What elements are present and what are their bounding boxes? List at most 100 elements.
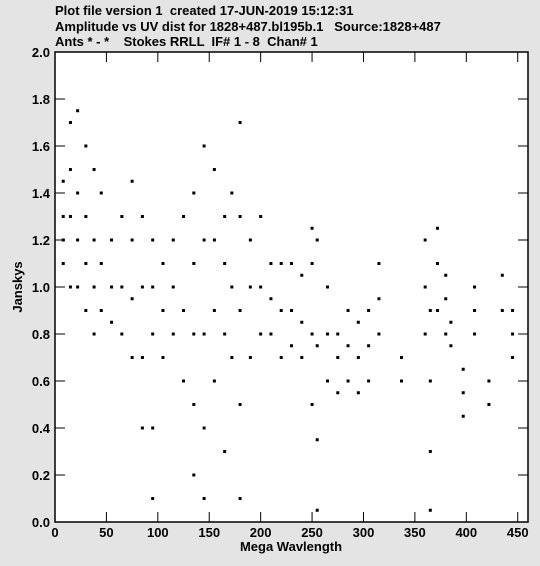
point: [182, 309, 186, 312]
point: [428, 508, 432, 512]
y-tick-label: 1.6: [32, 139, 50, 154]
point: [400, 356, 404, 359]
y-tick-label: 1.8: [32, 92, 50, 107]
point: [279, 262, 283, 265]
point: [300, 356, 304, 359]
point: [300, 320, 304, 324]
point: [500, 309, 504, 312]
point: [212, 168, 216, 171]
point: [84, 262, 88, 265]
point: [444, 297, 448, 301]
point: [248, 238, 252, 242]
point: [279, 309, 283, 312]
point: [346, 379, 350, 383]
x-tick-label: 300: [353, 525, 375, 540]
point: [315, 344, 319, 348]
y-tick-label: 1.0: [32, 280, 50, 295]
point: [461, 414, 465, 418]
point: [436, 226, 440, 230]
point: [377, 262, 381, 265]
point: [130, 356, 134, 359]
point: [130, 238, 134, 242]
point: [140, 356, 144, 359]
point: [473, 332, 477, 336]
point: [140, 426, 144, 430]
point: [310, 403, 314, 406]
point: [171, 285, 175, 289]
y-tick-label: 0.4: [32, 421, 51, 436]
point: [248, 356, 252, 359]
point: [315, 238, 319, 242]
point: [423, 332, 427, 336]
point: [202, 144, 206, 148]
point: [230, 285, 234, 289]
point: [61, 215, 65, 218]
point: [356, 320, 360, 324]
point: [238, 121, 242, 124]
point: [120, 332, 124, 336]
point: [436, 309, 440, 312]
point: [92, 332, 96, 336]
point: [151, 426, 155, 430]
point: [223, 215, 227, 218]
point: [511, 309, 515, 312]
point: [259, 215, 263, 218]
point: [61, 238, 65, 242]
point: [76, 109, 80, 113]
point: [238, 309, 242, 312]
point: [230, 356, 234, 359]
point: [444, 273, 448, 277]
y-tick-label: 1.2: [32, 233, 50, 248]
title-line: Amplitude vs UV dist for 1828+487.bl195b…: [55, 19, 441, 34]
point: [428, 309, 432, 312]
point: [110, 320, 114, 324]
point: [310, 262, 314, 265]
point: [130, 297, 134, 301]
y-tick-label: 0.0: [32, 515, 50, 530]
x-tick-label: 150: [198, 525, 220, 540]
point: [212, 379, 216, 383]
point: [99, 309, 103, 312]
point: [290, 309, 293, 312]
point: [487, 403, 491, 406]
point: [192, 403, 196, 406]
point: [269, 332, 273, 336]
point: [161, 262, 165, 265]
point: [346, 344, 350, 348]
point: [161, 356, 165, 359]
point: [92, 168, 96, 171]
x-tick-label: 250: [301, 525, 323, 540]
point: [511, 332, 515, 336]
point: [84, 309, 88, 312]
point: [68, 168, 72, 171]
point: [248, 285, 252, 289]
point: [428, 379, 432, 383]
point: [269, 262, 273, 265]
point: [76, 238, 80, 242]
point: [192, 473, 196, 477]
point: [315, 508, 319, 512]
x-tick-label: 50: [99, 525, 113, 540]
point: [449, 320, 453, 324]
point: [84, 215, 88, 218]
point: [76, 191, 80, 195]
point: [192, 191, 196, 195]
point: [500, 273, 504, 277]
title-line: Plot file version 1 created 17-JUN-2019 …: [55, 3, 353, 18]
point: [356, 391, 360, 395]
point: [212, 309, 216, 312]
point: [202, 238, 206, 242]
point: [310, 332, 314, 336]
point: [310, 226, 314, 230]
point: [182, 379, 186, 383]
point: [377, 297, 381, 301]
point: [99, 262, 103, 265]
point: [238, 215, 242, 218]
point: [315, 438, 319, 442]
point: [212, 238, 216, 242]
point: [473, 309, 477, 312]
plot-frame: [54, 51, 529, 523]
x-tick-label: 350: [404, 525, 426, 540]
point: [336, 332, 340, 336]
